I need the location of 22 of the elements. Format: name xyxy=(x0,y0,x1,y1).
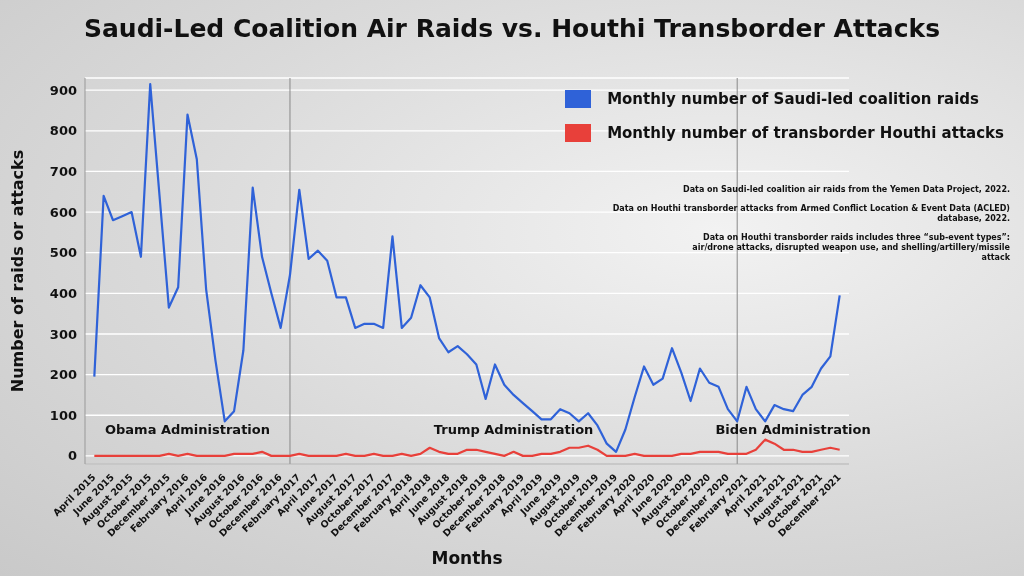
legend-label: Monthly number of Saudi-led coalition raids xyxy=(607,90,980,108)
chart-title: Saudi-Led Coalition Air Raids vs. Houthi Transborder Attacks xyxy=(82,14,942,43)
y-tick-label: 200 xyxy=(49,367,77,383)
line-series xyxy=(93,438,841,457)
y-tick-label: 100 xyxy=(49,407,77,423)
legend-label: Monthly number of transborder Houthi attacks xyxy=(607,124,1004,142)
y-axis-title: Number of raids or attacks xyxy=(7,149,27,393)
y-tick-label: 300 xyxy=(49,326,77,342)
annotation: Biden Administration xyxy=(715,422,871,437)
annotation: Data on Houthi transborder attacks from Armed Conflict Location & Event Data (ACLED) database, 2022. xyxy=(611,204,1010,224)
y-tick-label: 500 xyxy=(49,245,77,261)
y-tick-label: 800 xyxy=(49,123,77,139)
y-tick-label: 0 xyxy=(67,448,77,464)
y-tick-label: 600 xyxy=(49,204,77,220)
y-tick-label: 900 xyxy=(49,82,77,98)
annotation: Data on Houthi transborder raids includes three “sub-event types”: air/drone attacks, disrupted weapon use, and shelling/artillery/missile attack xyxy=(691,233,1010,263)
annotation: Trump Administration xyxy=(433,422,594,437)
y-tick-label: 400 xyxy=(49,285,77,301)
y-tick-label: 700 xyxy=(49,164,77,180)
annotation: Data on Saudi-led coalition air raids from the Yemen Data Project, 2022. xyxy=(682,185,1010,195)
x-axis-title: Months xyxy=(431,548,503,568)
annotation: Obama Administration xyxy=(104,422,271,437)
